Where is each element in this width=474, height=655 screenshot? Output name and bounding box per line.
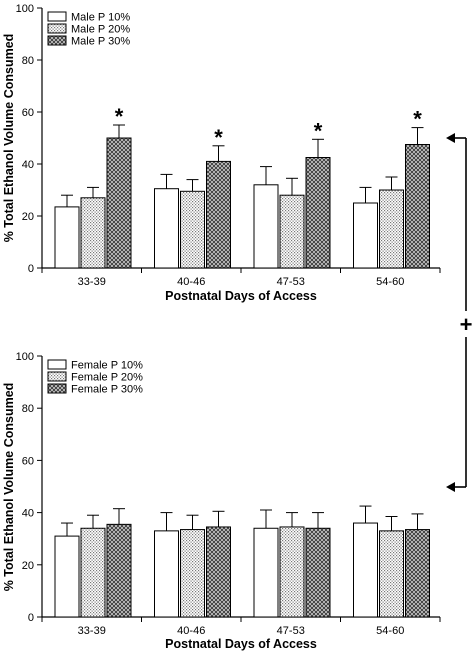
significance-markers: * * * *	[115, 104, 423, 150]
y-tick-label: 40	[22, 508, 34, 520]
bracket-bottom-arrowhead	[446, 482, 455, 492]
bar	[379, 189, 404, 269]
x-axis-title: Postnatal Days of Access	[165, 637, 317, 651]
y-axis-ticks: 0 20 40 60 80 100	[16, 3, 42, 275]
y-tick-label: 80	[22, 55, 34, 67]
y-axis-title: % Total Ethanol Volume Consumed	[2, 383, 16, 592]
y-tick-label: 100	[16, 351, 34, 363]
bracket-plus-label: +	[460, 312, 473, 337]
bar	[106, 137, 132, 269]
x-tick-label: 33-39	[78, 625, 106, 637]
error-bars	[61, 124, 424, 207]
bar	[80, 197, 106, 269]
bar	[305, 527, 331, 618]
x-tick-label: 54-60	[376, 625, 404, 637]
significance-star: *	[214, 125, 223, 150]
bar	[253, 184, 279, 269]
legend-label: Male P 10%	[71, 12, 130, 24]
x-tick-label: 40-46	[177, 276, 205, 288]
x-tick-label: 47-53	[277, 625, 305, 637]
y-axis-title: % Total Ethanol Volume Consumed	[2, 34, 16, 243]
bar	[253, 527, 279, 618]
bar	[206, 160, 231, 269]
legend-swatch	[47, 383, 67, 394]
x-axis-title: Postnatal Days of Access	[165, 289, 317, 303]
legend-label: Female P 20%	[71, 372, 143, 384]
significance-star: *	[413, 107, 422, 132]
bar	[54, 206, 80, 269]
y-tick-label: 20	[22, 211, 34, 223]
x-tick-label: 33-39	[78, 276, 106, 288]
chart-panel-female: 0 20 40 60 80 100 33-39 40-46 47-53 54-60 Female…	[2, 351, 441, 651]
chart-panel-male: 0 20 40 60 80 100 33-39 40-46 47-53 54-60 * * * * M…	[2, 3, 441, 303]
comparison-bracket: +	[446, 133, 472, 492]
bar	[405, 529, 430, 618]
error-bars	[61, 505, 424, 537]
bar	[305, 157, 331, 269]
bar	[279, 194, 305, 269]
y-tick-label: 80	[22, 403, 34, 415]
bar	[106, 523, 132, 618]
legend-swatch	[47, 35, 67, 46]
y-tick-label: 40	[22, 159, 34, 171]
y-tick-label: 100	[16, 3, 34, 15]
bar	[80, 527, 106, 618]
bar	[154, 188, 179, 269]
bar	[154, 530, 179, 618]
legend-swatch	[47, 11, 67, 22]
bar	[279, 526, 305, 618]
bar	[206, 526, 231, 618]
x-axis-ticks: 33-39 40-46 47-53 54-60	[41, 268, 441, 288]
bar	[180, 529, 205, 618]
y-axis-ticks: 0 20 40 60 80 100	[16, 351, 42, 624]
bar	[180, 190, 205, 269]
y-tick-label: 0	[28, 612, 34, 624]
legend-label: Male P 20%	[71, 24, 130, 36]
bar	[379, 530, 404, 618]
legend-swatch	[47, 23, 67, 34]
bar	[353, 522, 378, 618]
bars	[54, 137, 430, 269]
x-tick-label: 40-46	[177, 625, 205, 637]
legend: Male P 10%Male P 20%Male P 30%	[47, 11, 130, 48]
bracket-top-arrowhead	[446, 133, 455, 143]
legend: Female P 10%Female P 20%Female P 30%	[47, 359, 143, 396]
legend-swatch	[47, 371, 67, 382]
significance-star: *	[115, 104, 124, 129]
y-tick-label: 0	[28, 263, 34, 275]
y-tick-label: 60	[22, 107, 34, 119]
bar	[353, 202, 378, 269]
y-tick-label: 60	[22, 455, 34, 467]
legend-swatch	[47, 359, 67, 370]
y-tick-label: 20	[22, 560, 34, 572]
bar	[54, 535, 80, 618]
x-tick-label: 47-53	[277, 276, 305, 288]
x-tick-label: 54-60	[376, 276, 404, 288]
legend-label: Male P 30%	[71, 36, 130, 48]
legend-label: Female P 10%	[71, 360, 143, 372]
bar	[405, 144, 430, 269]
legend-label: Female P 30%	[71, 384, 143, 396]
x-axis-ticks: 33-39 40-46 47-53 54-60	[41, 617, 441, 637]
bars	[54, 522, 430, 618]
significance-star: *	[314, 118, 323, 143]
